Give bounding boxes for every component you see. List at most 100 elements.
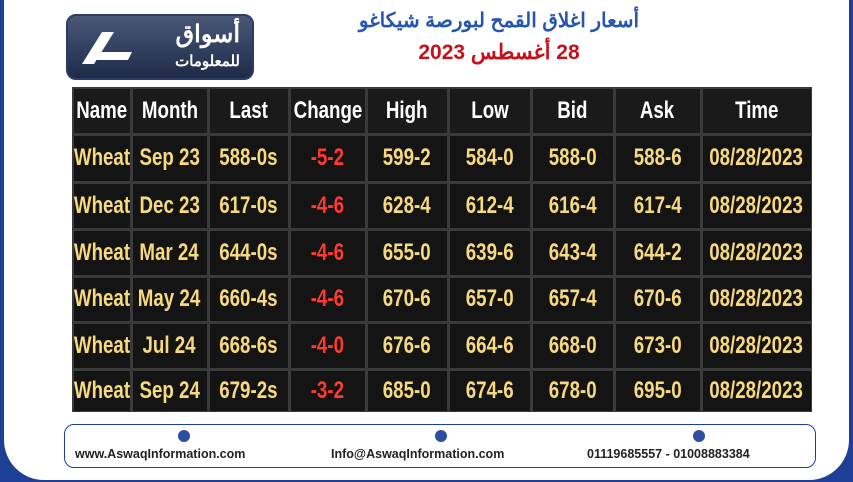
cell-text: 679-2s [219,376,278,404]
column-header: Bid [532,88,613,133]
table-cell: 679-2s [209,370,288,411]
cell-text: -5-2 [310,144,345,171]
cell-text: Wheat [73,376,130,404]
cell-text: Dec 23 [139,191,200,219]
table-cell: 670-6 [367,277,447,321]
table-cell: 588-0 [532,135,613,181]
cell-text: May 24 [138,285,201,312]
cell-text: 08/28/2023 [709,144,804,171]
table-cell: 660-4s [209,277,288,321]
table-cell: Wheat [73,277,130,321]
phone-icon [693,430,705,442]
table-cell: -4-6 [290,230,365,275]
cell-text: 660-4s [219,285,278,312]
cell-text: 657-4 [548,285,597,312]
logo-icon [82,32,132,64]
table-cell: May 24 [132,277,207,321]
table-cell: 588-0s [209,135,288,181]
table-cell: -3-2 [290,370,365,411]
cell-text: 644-2 [633,238,682,266]
table-cell: 617-0s [209,183,288,228]
email: Info@AswaqInformation.com [331,447,505,461]
cell-text: Jul 24 [142,331,197,359]
table-cell: Dec 23 [132,183,207,228]
cell-text: 673-0 [633,331,682,359]
table-cell: 664-6 [449,323,530,368]
cell-text: Mar 24 [139,238,200,266]
table-cell: 676-6 [367,323,447,368]
cell-text: 612-4 [465,191,514,219]
table-cell: 674-6 [449,370,530,411]
table-cell: 668-0 [532,323,613,368]
footer: www.AswaqInformation.com Info@AswaqInfor… [64,424,816,468]
table-cell: Wheat [73,135,130,181]
table-cell: 628-4 [367,183,447,228]
cell-text: 670-6 [633,285,682,312]
column-header: Ask [615,88,700,133]
cell-text: 617-0s [219,191,278,219]
cell-text: 08/28/2023 [709,238,804,266]
table-cell: -4-6 [290,277,365,321]
table-cell: 599-2 [367,135,447,181]
cell-text: Ask [640,96,675,124]
cell-text: 617-4 [633,191,682,219]
cell-text: Name [76,96,127,124]
cell-text: 588-6 [633,144,682,171]
cell-text: Change [293,96,362,124]
title: أسعار اغلاق القمح لبورصة شيكاغو [358,10,640,32]
cell-text: 668-0 [548,331,597,359]
table-cell: 657-4 [532,277,613,321]
cell-text: 08/28/2023 [709,376,804,404]
cell-text: 657-0 [465,285,514,312]
table-cell: 643-4 [532,230,613,275]
table-cell: 657-0 [449,277,530,321]
table-cell: -5-2 [290,135,365,181]
table-cell: 644-2 [615,230,700,275]
cell-text: Month [141,96,198,124]
price-table: Name Month Last Change High Low Bid Ask Time Whea… [72,87,812,412]
cell-text: -3-2 [310,376,345,404]
table-cell: 08/28/2023 [702,183,811,228]
cell-text: 676-6 [383,331,431,359]
cell-text: Last [229,96,268,124]
logo: أسواق للمعلومات [66,14,254,80]
cell-text: 588-0s [219,144,278,171]
column-header: High [367,88,447,133]
cell-text: High [386,96,428,124]
cell-text: Time [734,96,779,124]
table-cell: 673-0 [615,323,700,368]
table-cell: 670-6 [615,277,700,321]
phone: 01119685557 - 01008883384 [587,447,750,461]
table-cell: 695-0 [615,370,700,411]
cell-text: Wheat [73,238,130,266]
table-cell: 08/28/2023 [702,135,811,181]
logo-name: أسواق [175,21,240,48]
cell-text: -4-0 [310,331,345,359]
cell-text: 664-6 [465,331,514,359]
table-cell: 685-0 [367,370,447,411]
cell-text: Sep 24 [139,376,200,404]
table-cell: 617-4 [615,183,700,228]
cell-text: 678-0 [548,376,597,404]
cell-text: -4-6 [310,285,345,312]
table-cell: 616-4 [532,183,613,228]
table-cell: Sep 24 [132,370,207,411]
cell-text: 628-4 [383,191,431,219]
table-cell: 08/28/2023 [702,323,811,368]
cell-text: 668-6s [219,331,278,359]
cell-text: 599-2 [383,144,431,171]
cell-text: 588-0 [548,144,597,171]
cell-text: 08/28/2023 [709,285,804,312]
cell-text: Sep 23 [139,144,200,171]
cell-text: 670-6 [383,285,431,312]
cell-text: 584-0 [465,144,514,171]
table-cell: Mar 24 [132,230,207,275]
card: أسواق للمعلومات أسعار اغلاق القمح لبورصة… [4,0,849,480]
cell-text: Wheat [73,285,130,312]
table-cell: 668-6s [209,323,288,368]
column-header: Last [209,88,288,133]
table-cell: 612-4 [449,183,530,228]
cell-text: Wheat [73,144,130,171]
table-cell: Wheat [73,183,130,228]
